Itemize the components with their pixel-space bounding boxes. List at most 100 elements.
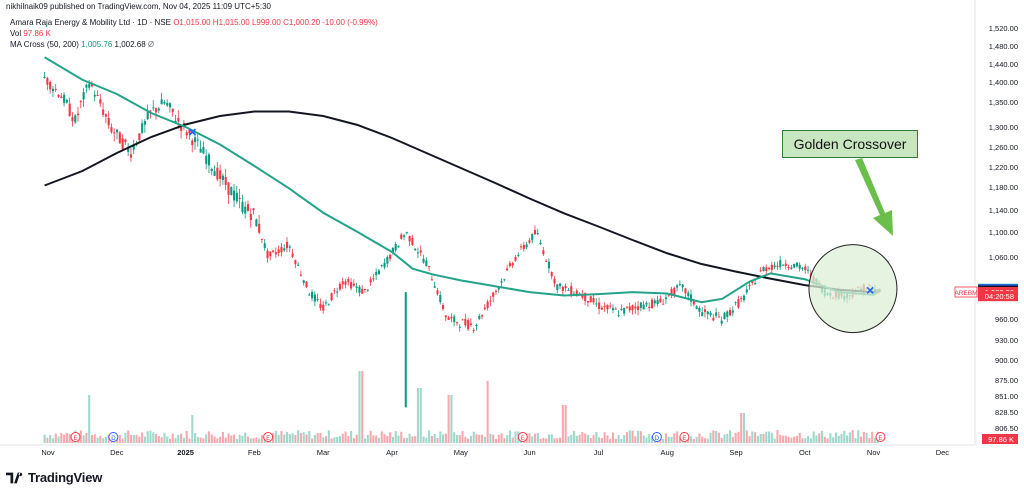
volume-bar [603, 432, 606, 443]
candle-body [196, 139, 199, 141]
event-label: D [111, 436, 116, 442]
candle-body [422, 258, 425, 263]
volume-bar [617, 435, 620, 443]
candle-body [76, 113, 80, 116]
volume-bar [564, 405, 567, 443]
y-tick-label: 875.00 [995, 376, 1018, 385]
volume-bar [500, 433, 503, 443]
volume-bar [171, 433, 174, 443]
candle-body [717, 316, 720, 318]
candle-body [338, 284, 342, 290]
volume-bar [770, 432, 773, 443]
candle-body [436, 290, 439, 295]
candle-body [258, 223, 261, 233]
volume-bar [662, 438, 665, 443]
volume-bar [832, 437, 835, 443]
volume-bar [107, 434, 110, 443]
y-tick-label: 1,440.00 [989, 60, 1018, 69]
candle-body [698, 307, 701, 312]
volume-bar [241, 435, 244, 443]
volume-bar [391, 436, 394, 443]
volume-bar [514, 431, 517, 443]
volume-bar [358, 371, 361, 443]
candle-body [163, 101, 166, 104]
volume-bar [873, 437, 877, 443]
symbol-name[interactable]: Amara Raja Energy & Mobility Ltd · 1D · … [10, 18, 171, 27]
candle-body [333, 290, 336, 292]
event-marker [108, 432, 119, 442]
volume-bar [762, 433, 765, 443]
volume-bar [676, 431, 679, 443]
symbol-tag [954, 286, 978, 298]
candle-body [213, 171, 216, 176]
candle-body [397, 245, 400, 248]
volume-bar [333, 437, 336, 443]
candle-body [283, 248, 286, 251]
candle-body [93, 94, 96, 97]
candle-body [416, 252, 420, 254]
candle-body [99, 99, 102, 104]
candle-body [478, 315, 481, 319]
volume-bar [313, 434, 316, 443]
candle-body [96, 94, 99, 96]
candle-body [737, 299, 740, 308]
volume-bar [645, 437, 648, 443]
candle-body [244, 206, 247, 214]
volume-bar [706, 438, 709, 443]
volume-bar [787, 436, 790, 443]
candle-body [701, 312, 704, 317]
volume-bar [285, 431, 289, 443]
candle-body [603, 305, 606, 307]
volume-bar [405, 437, 408, 443]
volume-bar [238, 434, 241, 443]
candle-body [464, 318, 467, 326]
volume-bar [93, 434, 96, 443]
x-tick-label: Aug [661, 448, 674, 457]
volume-bar [740, 413, 743, 443]
moving-averages [44, 56, 882, 304]
volume-label[interactable]: Vol [10, 29, 22, 38]
volume-bar [99, 435, 102, 443]
volume-bar [344, 431, 347, 443]
candle-body [653, 300, 656, 304]
volume-bar [854, 438, 857, 443]
candle-body [171, 108, 174, 112]
volume-bar [865, 433, 868, 443]
candle-body [729, 310, 732, 316]
candle-body [405, 232, 408, 234]
ma-label[interactable]: MA Cross (50, 200) [10, 40, 79, 49]
volume-bar [319, 432, 322, 443]
tradingview-brand[interactable]: TradingView [6, 470, 102, 485]
x-tick-label: Nov [867, 448, 881, 457]
volume-bar [578, 434, 581, 443]
candle-body [550, 272, 553, 277]
volume-bar [49, 435, 52, 443]
candle-body [692, 299, 695, 305]
volume-bar [489, 433, 492, 443]
volume-bar [135, 434, 138, 443]
candle-body [408, 235, 411, 242]
volume-bar [96, 437, 99, 443]
candle-body [54, 89, 57, 91]
volume-bar [756, 435, 759, 443]
candle-body [358, 286, 361, 293]
x-tick-label: Jul [594, 448, 604, 457]
volume-bar [124, 432, 127, 443]
volume-bar [492, 434, 495, 443]
x-tick-label: Apr [386, 448, 398, 457]
volume-bar [129, 435, 133, 443]
candle-body [63, 94, 66, 103]
volume-bar [219, 436, 222, 443]
volume-bar [188, 438, 191, 443]
candle-body [255, 219, 258, 227]
candle-body [85, 84, 88, 88]
volume-bar [372, 435, 375, 443]
candle-body [455, 322, 459, 324]
volume-bar [194, 433, 197, 443]
volume-bar [575, 435, 578, 443]
volume-bar [311, 438, 314, 443]
ma-visibility-icon[interactable]: Ø [147, 40, 155, 49]
volume-bar [472, 431, 475, 443]
candle-body [656, 300, 659, 304]
